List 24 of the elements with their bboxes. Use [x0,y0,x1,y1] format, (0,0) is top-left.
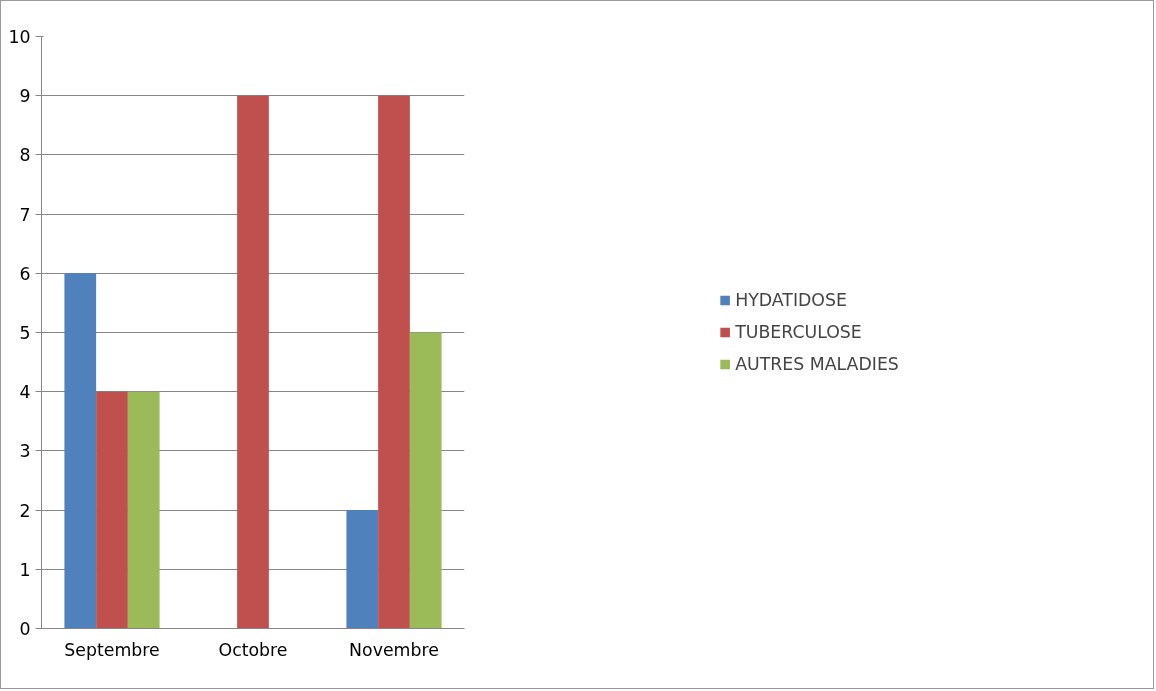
bar [346,510,379,629]
y-tick-label: 9 [19,86,31,107]
y-tick-label: 0 [19,619,31,639]
bar [378,95,410,629]
bar [409,332,442,629]
y-tick-label: 4 [19,382,31,403]
y-tick-label: 6 [19,263,31,284]
y-tick-label: 10 [8,27,31,47]
legend-label: HYDATIDOSE [735,290,847,310]
bar [127,391,160,629]
x-tick-label: Novembre [349,639,439,660]
y-tick-label: 5 [19,323,31,343]
y-tick-label: 8 [19,145,31,166]
legend-label: TUBERCULOSE [735,322,862,342]
bar [64,273,97,629]
bar [96,391,128,629]
legend-label: AUTRES MALADIES [735,354,899,374]
y-tick-label: 3 [19,441,31,462]
y-tick-label: 7 [19,204,31,225]
x-tick-label: Octobre [218,639,288,660]
y-tick-label: 2 [19,500,31,521]
x-tick-label: Septembre [64,639,160,660]
bar [237,95,269,629]
y-tick-label: 1 [19,559,31,580]
